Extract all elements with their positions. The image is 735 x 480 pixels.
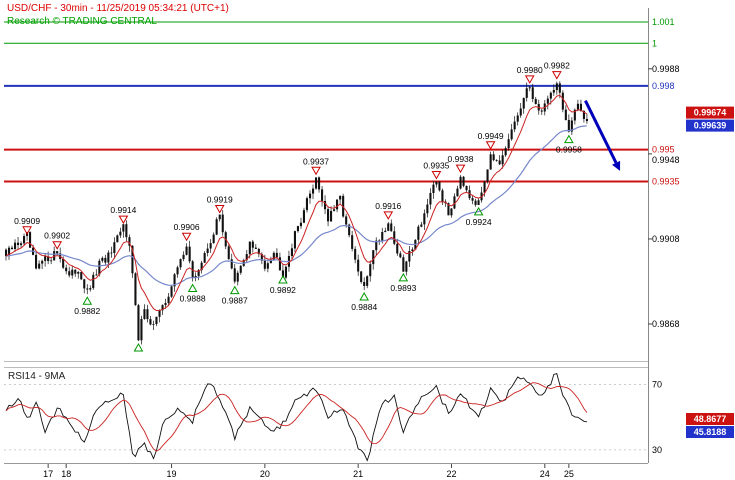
time-axis: 17 18 19 20 21 22 24 25: [43, 464, 574, 479]
svg-text:0.9892: 0.9892: [270, 285, 296, 295]
svg-text:0.9908: 0.9908: [652, 234, 680, 244]
current-value-labels: 0.99674 0.99639 48.8677 45.8188: [686, 106, 734, 438]
moving-averages: [5, 94, 588, 311]
svg-text:0.9884: 0.9884: [351, 302, 377, 312]
svg-text:20: 20: [260, 469, 270, 479]
chart-title: USD/CHF - 30min - 11/25/2019 05:34:21 (U…: [7, 3, 229, 14]
svg-text:0.9902: 0.9902: [44, 231, 70, 241]
svg-text:0.995: 0.995: [652, 145, 675, 155]
svg-text:0.9888: 0.9888: [180, 293, 206, 303]
svg-text:0.9937: 0.9937: [303, 156, 329, 166]
svg-text:0.99674: 0.99674: [694, 108, 727, 118]
svg-text:18: 18: [61, 469, 71, 479]
svg-text:0.9916: 0.9916: [375, 201, 401, 211]
rsi-lines: [5, 373, 588, 462]
svg-text:0.998: 0.998: [652, 81, 675, 91]
svg-text:0.9982: 0.9982: [544, 61, 570, 71]
svg-text:0.9948: 0.9948: [652, 155, 680, 165]
svg-text:0.9893: 0.9893: [390, 283, 416, 293]
svg-text:0.9949: 0.9949: [478, 131, 504, 141]
svg-text:0.9924: 0.9924: [466, 217, 492, 227]
svg-text:0.9868: 0.9868: [652, 319, 680, 329]
svg-text:0.9935: 0.9935: [423, 161, 449, 171]
svg-text:0.9980: 0.9980: [517, 65, 543, 75]
svg-text:1.001: 1.001: [652, 17, 675, 27]
svg-text:0.9958: 0.9958: [556, 145, 582, 155]
svg-text:0.9938: 0.9938: [448, 154, 474, 164]
svg-text:0.9914: 0.9914: [110, 205, 136, 215]
chart-frame: [4, 8, 649, 464]
forecast-arrow: [584, 100, 621, 171]
svg-text:17: 17: [43, 469, 53, 479]
svg-text:0.9887: 0.9887: [222, 296, 248, 306]
candles: [5, 81, 588, 345]
svg-text:1: 1: [652, 38, 657, 48]
svg-text:19: 19: [167, 469, 177, 479]
svg-text:25: 25: [564, 469, 574, 479]
svg-text:0.9909: 0.9909: [14, 216, 40, 226]
svg-text:0.9935: 0.9935: [652, 177, 680, 187]
svg-text:45.8188: 45.8188: [694, 427, 727, 437]
svg-text:0.9882: 0.9882: [74, 306, 100, 316]
svg-text:0.9906: 0.9906: [174, 222, 200, 232]
svg-text:22: 22: [446, 469, 456, 479]
svg-text:70: 70: [652, 379, 662, 389]
svg-text:0.9919: 0.9919: [207, 195, 233, 205]
svg-text:30: 30: [652, 445, 662, 455]
price-axis: 0.9988 0.9948 0.9908 0.9868: [648, 64, 680, 329]
svg-text:0.99639: 0.99639: [694, 121, 727, 131]
svg-text:24: 24: [540, 469, 550, 479]
rsi-indicator-label: RSI14 - 9MA: [8, 371, 66, 382]
chart-provider: Research © TRADING CENTRAL: [7, 16, 157, 27]
svg-text:21: 21: [353, 469, 363, 479]
svg-text:0.9988: 0.9988: [652, 64, 680, 74]
svg-text:48.8677: 48.8677: [694, 414, 727, 424]
pivot-markers: 0.9909 0.9902 0.9914 0.9906 0.9919 0.9937 0.99…: [14, 61, 582, 352]
rsi-guides: 70 30: [4, 379, 662, 455]
